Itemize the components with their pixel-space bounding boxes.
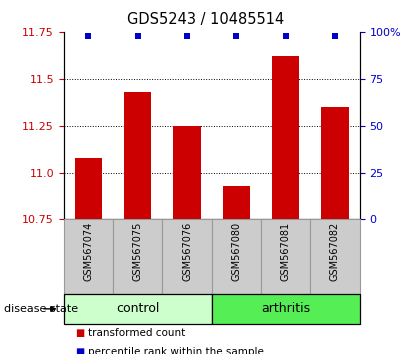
Text: disease state: disease state bbox=[4, 304, 78, 314]
Text: GDS5243 / 10485514: GDS5243 / 10485514 bbox=[127, 12, 284, 27]
Bar bbox=[75, 158, 102, 219]
Text: ■: ■ bbox=[76, 347, 85, 354]
Text: GSM567081: GSM567081 bbox=[281, 222, 291, 281]
Text: GSM567076: GSM567076 bbox=[182, 222, 192, 281]
Bar bbox=[272, 56, 299, 219]
Text: transformed count: transformed count bbox=[88, 328, 186, 338]
Bar bbox=[261, 219, 310, 294]
Bar bbox=[223, 186, 250, 219]
Bar bbox=[113, 219, 162, 294]
Bar bbox=[212, 219, 261, 294]
Bar bbox=[124, 92, 151, 219]
Text: control: control bbox=[116, 302, 159, 315]
Bar bbox=[64, 219, 113, 294]
Bar bbox=[173, 126, 201, 219]
Bar bbox=[64, 294, 212, 324]
Text: arthritis: arthritis bbox=[261, 302, 310, 315]
Text: GSM567082: GSM567082 bbox=[330, 222, 340, 281]
Text: GSM567074: GSM567074 bbox=[83, 222, 93, 281]
Text: percentile rank within the sample: percentile rank within the sample bbox=[88, 347, 264, 354]
Text: GSM567080: GSM567080 bbox=[231, 222, 241, 281]
Bar bbox=[212, 294, 360, 324]
Text: GSM567075: GSM567075 bbox=[133, 222, 143, 281]
Text: ■: ■ bbox=[76, 328, 85, 338]
Bar bbox=[310, 219, 360, 294]
Bar bbox=[321, 107, 349, 219]
Bar bbox=[162, 219, 212, 294]
